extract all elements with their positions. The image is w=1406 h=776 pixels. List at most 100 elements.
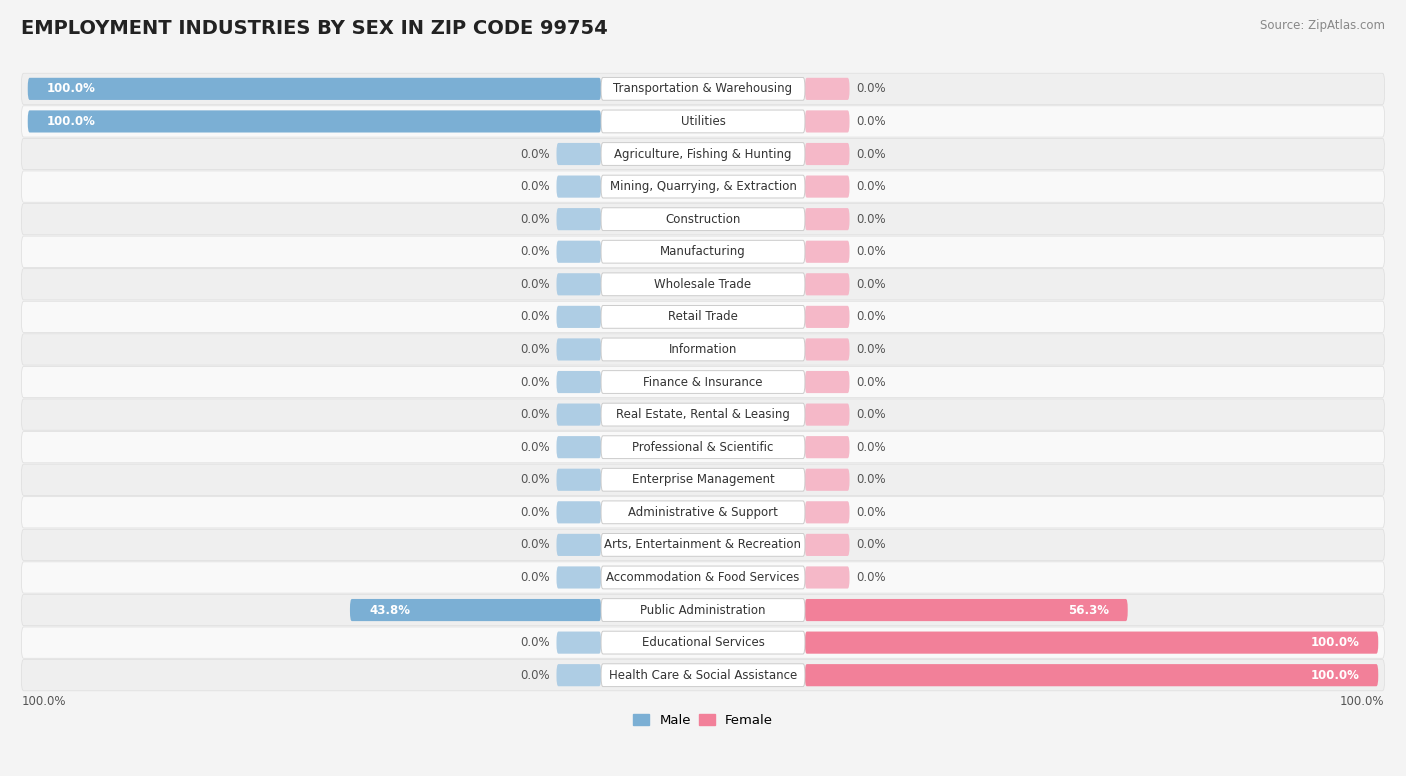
Text: 0.0%: 0.0%	[520, 147, 550, 161]
FancyBboxPatch shape	[557, 566, 602, 588]
Text: 0.0%: 0.0%	[520, 441, 550, 454]
FancyBboxPatch shape	[602, 273, 804, 296]
Text: 100.0%: 100.0%	[1310, 636, 1360, 649]
Text: Wholesale Trade: Wholesale Trade	[654, 278, 752, 291]
FancyBboxPatch shape	[557, 664, 602, 686]
FancyBboxPatch shape	[21, 106, 1385, 137]
FancyBboxPatch shape	[804, 371, 849, 393]
FancyBboxPatch shape	[602, 533, 804, 556]
Text: 0.0%: 0.0%	[856, 376, 886, 389]
FancyBboxPatch shape	[21, 529, 1385, 560]
Text: 0.0%: 0.0%	[520, 669, 550, 681]
FancyBboxPatch shape	[557, 208, 602, 230]
Text: 0.0%: 0.0%	[520, 180, 550, 193]
FancyBboxPatch shape	[350, 599, 602, 621]
FancyBboxPatch shape	[804, 306, 849, 328]
FancyBboxPatch shape	[804, 208, 849, 230]
FancyBboxPatch shape	[602, 631, 804, 654]
Text: 0.0%: 0.0%	[520, 636, 550, 649]
Text: Transportation & Warehousing: Transportation & Warehousing	[613, 82, 793, 95]
Text: Arts, Entertainment & Recreation: Arts, Entertainment & Recreation	[605, 539, 801, 552]
Text: 0.0%: 0.0%	[856, 82, 886, 95]
Text: 0.0%: 0.0%	[520, 539, 550, 552]
FancyBboxPatch shape	[557, 436, 602, 459]
Legend: Male, Female: Male, Female	[627, 708, 779, 732]
FancyBboxPatch shape	[557, 338, 602, 361]
FancyBboxPatch shape	[21, 203, 1385, 235]
FancyBboxPatch shape	[602, 338, 804, 361]
FancyBboxPatch shape	[804, 273, 849, 296]
FancyBboxPatch shape	[602, 175, 804, 198]
FancyBboxPatch shape	[804, 143, 849, 165]
FancyBboxPatch shape	[804, 534, 849, 556]
FancyBboxPatch shape	[557, 534, 602, 556]
Text: 0.0%: 0.0%	[520, 571, 550, 584]
FancyBboxPatch shape	[557, 632, 602, 653]
FancyBboxPatch shape	[804, 599, 1128, 621]
FancyBboxPatch shape	[602, 469, 804, 491]
Text: 0.0%: 0.0%	[856, 213, 886, 226]
FancyBboxPatch shape	[21, 562, 1385, 593]
FancyBboxPatch shape	[804, 664, 1378, 686]
FancyBboxPatch shape	[602, 110, 804, 133]
FancyBboxPatch shape	[804, 501, 849, 523]
Text: 0.0%: 0.0%	[856, 441, 886, 454]
FancyBboxPatch shape	[557, 501, 602, 523]
FancyBboxPatch shape	[602, 501, 804, 524]
FancyBboxPatch shape	[804, 566, 849, 588]
FancyBboxPatch shape	[21, 138, 1385, 170]
Text: Real Estate, Rental & Leasing: Real Estate, Rental & Leasing	[616, 408, 790, 421]
FancyBboxPatch shape	[557, 371, 602, 393]
Text: 0.0%: 0.0%	[856, 473, 886, 487]
FancyBboxPatch shape	[602, 663, 804, 687]
FancyBboxPatch shape	[557, 469, 602, 491]
FancyBboxPatch shape	[804, 338, 849, 361]
FancyBboxPatch shape	[557, 306, 602, 328]
Text: Finance & Insurance: Finance & Insurance	[644, 376, 762, 389]
Text: 100.0%: 100.0%	[46, 82, 96, 95]
FancyBboxPatch shape	[21, 399, 1385, 430]
FancyBboxPatch shape	[602, 208, 804, 230]
FancyBboxPatch shape	[602, 78, 804, 100]
Text: Administrative & Support: Administrative & Support	[628, 506, 778, 519]
Text: 0.0%: 0.0%	[856, 115, 886, 128]
Text: 0.0%: 0.0%	[856, 278, 886, 291]
Text: Accommodation & Food Services: Accommodation & Food Services	[606, 571, 800, 584]
Text: 0.0%: 0.0%	[856, 506, 886, 519]
Text: Information: Information	[669, 343, 737, 356]
Text: Health Care & Social Assistance: Health Care & Social Assistance	[609, 669, 797, 681]
Text: 0.0%: 0.0%	[520, 376, 550, 389]
FancyBboxPatch shape	[602, 404, 804, 426]
Text: 0.0%: 0.0%	[520, 213, 550, 226]
Text: 100.0%: 100.0%	[21, 695, 66, 708]
Text: 0.0%: 0.0%	[856, 539, 886, 552]
Text: 0.0%: 0.0%	[856, 310, 886, 324]
FancyBboxPatch shape	[28, 78, 602, 100]
Text: 100.0%: 100.0%	[1310, 669, 1360, 681]
Text: 0.0%: 0.0%	[520, 245, 550, 258]
FancyBboxPatch shape	[602, 241, 804, 263]
Text: 56.3%: 56.3%	[1067, 604, 1108, 617]
Text: 0.0%: 0.0%	[520, 506, 550, 519]
Text: Professional & Scientific: Professional & Scientific	[633, 441, 773, 454]
FancyBboxPatch shape	[602, 598, 804, 622]
FancyBboxPatch shape	[557, 143, 602, 165]
Text: EMPLOYMENT INDUSTRIES BY SEX IN ZIP CODE 99754: EMPLOYMENT INDUSTRIES BY SEX IN ZIP CODE…	[21, 19, 607, 38]
FancyBboxPatch shape	[21, 171, 1385, 203]
Text: 0.0%: 0.0%	[856, 245, 886, 258]
Text: 43.8%: 43.8%	[368, 604, 411, 617]
Text: 0.0%: 0.0%	[520, 278, 550, 291]
FancyBboxPatch shape	[804, 404, 849, 426]
Text: 100.0%: 100.0%	[46, 115, 96, 128]
Text: Retail Trade: Retail Trade	[668, 310, 738, 324]
Text: Source: ZipAtlas.com: Source: ZipAtlas.com	[1260, 19, 1385, 33]
Text: 0.0%: 0.0%	[856, 408, 886, 421]
FancyBboxPatch shape	[557, 175, 602, 198]
FancyBboxPatch shape	[21, 268, 1385, 300]
FancyBboxPatch shape	[804, 436, 849, 459]
FancyBboxPatch shape	[21, 334, 1385, 365]
FancyBboxPatch shape	[557, 404, 602, 426]
FancyBboxPatch shape	[21, 594, 1385, 625]
FancyBboxPatch shape	[602, 371, 804, 393]
Text: 0.0%: 0.0%	[520, 310, 550, 324]
